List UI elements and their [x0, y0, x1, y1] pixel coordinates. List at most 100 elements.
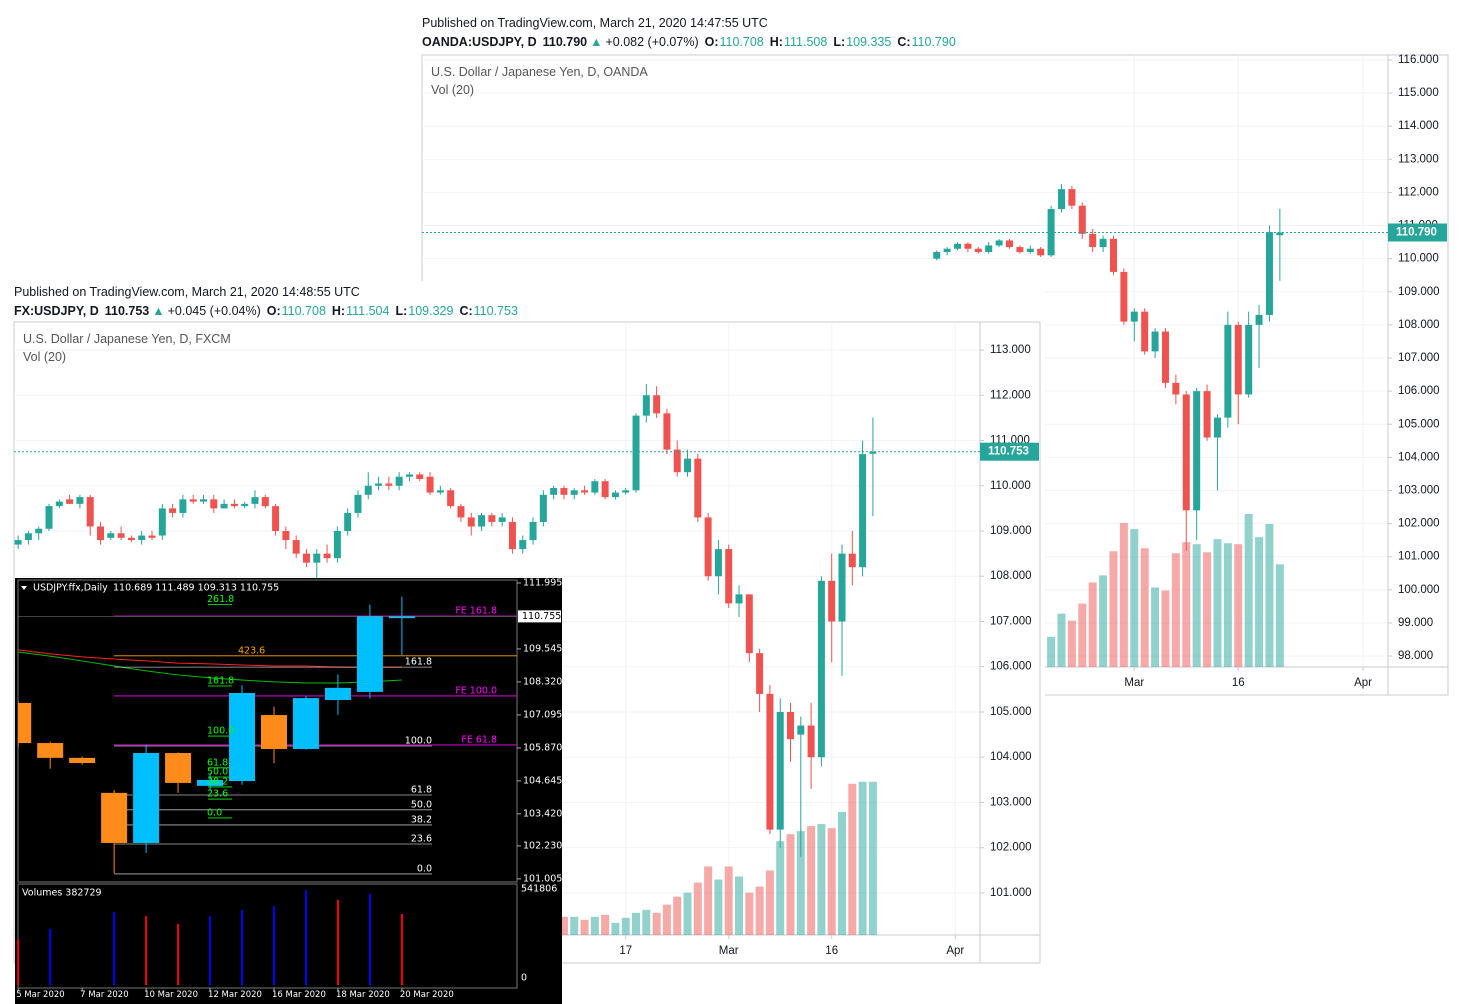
candle-body — [333, 531, 341, 559]
candle-body — [776, 711, 784, 830]
candle-body — [828, 580, 836, 622]
candle-body — [954, 243, 962, 249]
header-h-label: H: — [770, 35, 783, 49]
candle-body — [488, 515, 496, 522]
candle-body — [869, 451, 877, 454]
header-o-label: O: — [705, 35, 719, 49]
header-h: 111.504 — [346, 304, 389, 318]
candle-body — [622, 490, 630, 493]
x-tick-label: 18 Mar 2020 — [336, 990, 390, 1000]
header-change: +0.082 (+0.07%) — [605, 35, 698, 49]
y-tick-label: 105.870 — [523, 742, 562, 753]
header-symbol: FX:USDJPY, D — [14, 304, 99, 318]
candle-body — [1276, 232, 1284, 236]
candle-body — [694, 458, 702, 518]
volume-bar — [776, 841, 785, 935]
y-tick-label: 98.000 — [1398, 650, 1433, 662]
y-tick-label: 99.000 — [1398, 617, 1433, 629]
candle-body — [323, 553, 331, 559]
x-tick-label: 16 — [825, 945, 838, 957]
symbol-line: OANDA:USDJPY, D 110.790 ▲ +0.082 (+0.07%) O:… — [422, 35, 956, 49]
y-tick-label: 113.000 — [990, 344, 1031, 356]
candle-body — [220, 503, 228, 509]
header-change: +0.045 (+0.04%) — [168, 304, 261, 318]
fib-label: 161.8 — [207, 675, 234, 686]
candle-body — [673, 449, 681, 473]
fib-label: FE 100.0 — [455, 685, 497, 696]
chart-title: U.S. Dollar / Japanese Yen, D, FXCM — [23, 332, 231, 346]
header-c: 110.753 — [474, 304, 518, 318]
candle-body — [1193, 391, 1201, 511]
header-h: 111.508 — [784, 35, 827, 49]
candle-body — [498, 517, 506, 522]
x-tick-label: Mar — [1124, 677, 1144, 689]
candle-body — [447, 490, 455, 507]
candle-body — [197, 779, 224, 786]
fib-label: 100.0 — [405, 736, 432, 747]
volume-bar — [1234, 544, 1243, 667]
y2-tick-label: 0 — [521, 973, 527, 984]
plot — [14, 383, 877, 935]
candle-body — [508, 521, 516, 550]
candle-body — [1182, 394, 1190, 511]
volume-label: Vol (20) — [23, 350, 66, 364]
fib-label: 0.0 — [207, 807, 222, 818]
fib-label: 61.8 — [207, 757, 228, 768]
x-tick-label: 16 — [1232, 677, 1245, 689]
volume-bar — [704, 866, 713, 935]
y-tick-label: 110.000 — [1398, 253, 1439, 265]
candle-body — [18, 702, 32, 744]
fib-label: 0.0 — [417, 863, 432, 874]
candle-body — [632, 415, 640, 491]
volume-bar — [580, 919, 589, 935]
candle-body — [995, 240, 1003, 246]
candle-body — [354, 494, 362, 513]
candle-body — [642, 395, 650, 416]
y-tick-label: 102.230 — [523, 840, 562, 851]
candle-body — [1255, 314, 1263, 325]
volume-bar — [868, 781, 877, 935]
mt4-volume-frame — [17, 883, 518, 989]
candle-body — [684, 458, 692, 473]
candle-body — [529, 521, 537, 541]
y-tick-label: 112.000 — [1398, 186, 1439, 198]
header-last: 110.753 — [105, 304, 150, 318]
y-tick-label: 104.645 — [523, 775, 562, 786]
candle-body — [735, 594, 743, 604]
candle-body — [76, 497, 84, 504]
fib-label: 38.2 — [411, 814, 432, 825]
candle-body — [210, 499, 218, 509]
header-o: 110.708 — [282, 304, 326, 318]
candle-body — [725, 549, 733, 604]
candle-body — [138, 535, 146, 541]
volume-bar — [1171, 553, 1180, 667]
y-tick-label: 108.000 — [1398, 319, 1440, 331]
candle-body — [117, 533, 125, 538]
published-line: Published on TradingView.com, March 21, … — [422, 16, 768, 30]
candle-body — [385, 483, 393, 486]
candle-body — [324, 687, 351, 700]
candle-body — [199, 499, 207, 502]
candle-body — [14, 540, 22, 545]
volume-bar — [786, 834, 795, 935]
menu-triangle — [21, 586, 27, 590]
candle-body — [375, 483, 383, 486]
volume-bar — [796, 831, 805, 935]
y-tick-label: 109.545 — [523, 643, 562, 654]
y-tick-label: 104.000 — [990, 751, 1032, 763]
volume-bar — [807, 826, 816, 935]
mt4-symbol: USDJPY.ffx,Daily — [33, 583, 108, 594]
fib-label: 261.8 — [207, 594, 234, 605]
volume-bar — [1275, 564, 1284, 667]
candle-body — [550, 488, 558, 495]
volume-bar — [642, 909, 651, 935]
volume-bar — [714, 879, 723, 935]
plot — [18, 596, 517, 875]
header-l: 109.335 — [846, 35, 891, 49]
candle-body — [467, 517, 475, 527]
candle-body — [189, 499, 197, 502]
volume-bar — [817, 824, 826, 935]
header-last: 110.790 — [543, 35, 588, 49]
candle-body — [302, 553, 310, 563]
x-tick-label: 20 Mar 2020 — [400, 990, 454, 1000]
